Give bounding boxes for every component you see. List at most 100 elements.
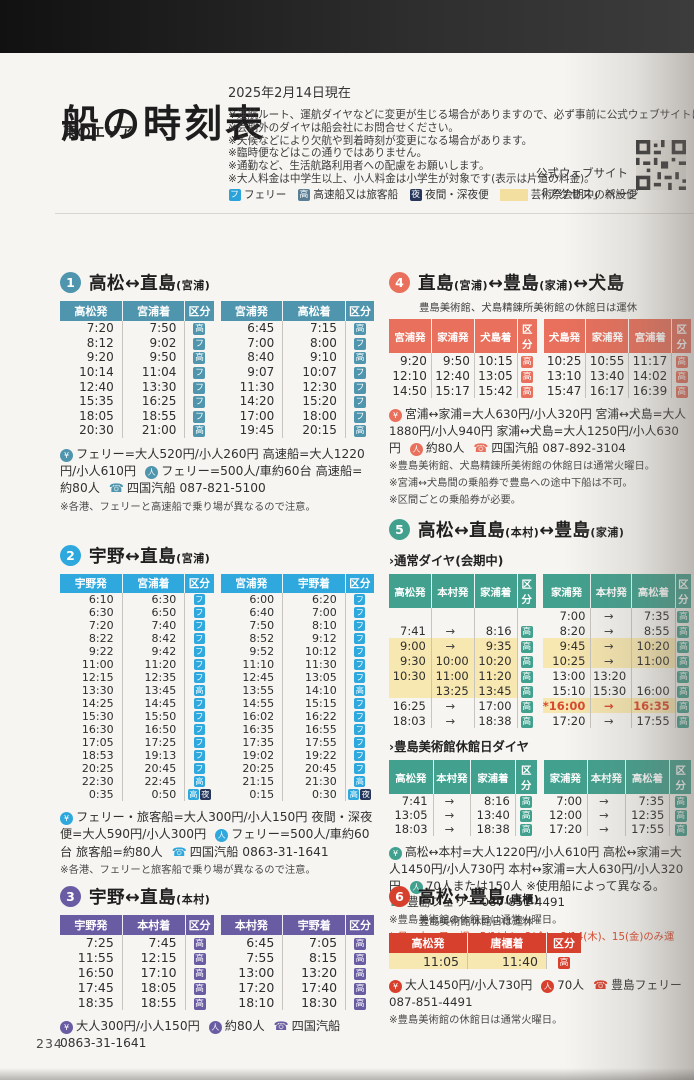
category-cell: フ <box>184 379 214 394</box>
column-header: 犬島発 <box>543 319 586 353</box>
time-cell: 11:04 <box>121 364 185 380</box>
time-cell: 14:02 <box>628 368 672 383</box>
time-cell: 9:30 <box>389 653 432 668</box>
time-cell: 16:00 <box>631 683 676 698</box>
time-cell: 7:40 <box>121 619 185 632</box>
time-cell: 19:22 <box>282 749 346 762</box>
category-cell: 高 <box>184 935 214 950</box>
highspeed-badge-icon: 高 <box>353 352 366 365</box>
timetable-row: 19:45 20:15 高 <box>221 423 374 438</box>
category-cell: 高夜 <box>184 788 214 801</box>
timetable: 高松発 宮浦着 区分 7:20 7:50 高 8:12 9:02 フ 9:20 9:50 高 10:14… <box>60 301 214 438</box>
highspeed-badge-icon: 高 <box>677 715 690 728</box>
night-badge-icon: 夜 <box>409 188 422 201</box>
highspeed-badge-icon: 高 <box>193 352 206 365</box>
time-cell: 11:55 <box>77 950 114 965</box>
highspeed-badge-icon: 高 <box>520 640 533 653</box>
highspeed-badge-icon: 高 <box>675 370 688 383</box>
time-cell: 12:00 <box>548 808 583 822</box>
time-cell: 7:55 <box>246 950 275 965</box>
time-cell: 7:41 <box>401 794 428 808</box>
time-cell: 17:05 <box>81 736 114 749</box>
website-line1: 公式ウェブサイト <box>536 166 628 180</box>
timetable-row: 21:15 21:30 高 <box>221 775 374 788</box>
time-cell: 18:03 <box>394 822 428 836</box>
time-cell: 6:50 <box>121 606 185 619</box>
timetable-row: 18:05 18:55 フ <box>60 408 214 424</box>
time-cell: 18:38 <box>470 822 516 836</box>
timetable-row: 9:22 9:42 フ <box>60 645 214 658</box>
timetable-section-5: 5高松↔直島(本村)↔豊島(家浦)通常ダイヤ(会期中)高松発本村発家浦着区分7:… <box>389 517 691 961</box>
title-segment: (本村) <box>176 893 211 906</box>
section-info: ¥ フェリー・旅客船=大人300円/小人150円 夜間・深夜便=大人590円/小人… <box>60 809 374 861</box>
timetable-row: 17:20 → 17:55 高 <box>543 713 691 728</box>
timetable-row: 14:50 15:17 15:42 高 <box>389 383 537 398</box>
time-cell: 15:10 <box>552 683 586 698</box>
photo-bottom-edge <box>0 1068 694 1080</box>
title-segment: 宇野↔直島 <box>89 547 177 567</box>
time-cell: 16:25 <box>121 393 185 409</box>
section-number-icon: 3 <box>60 886 81 907</box>
column-header: 宮浦着 <box>121 301 185 321</box>
header-note: ※大人料金は中学生以上、小人料金は小学生が対象です(表示は片道の料金)。 <box>228 172 595 185</box>
time-cell: 7:20 <box>88 619 114 632</box>
timetable-section-6: 6 高松↔豊島(唐櫃) 豊島美術館休館日は運休 高松発 唐櫃着 区分 11:05 11:40 高… <box>389 884 691 1028</box>
category-cell: フ <box>184 606 214 619</box>
section-number-icon: 4 <box>389 272 410 293</box>
capacity-icon: 人 <box>215 829 229 843</box>
section-title-row: 3 宇野↔直島(本村) <box>60 884 374 909</box>
time-cell: 11:00 <box>430 668 475 683</box>
time-cell: 6:00 <box>249 593 275 606</box>
timetable-row <box>389 608 536 623</box>
arrow-cell: → <box>590 653 632 668</box>
category-cell: フ <box>184 408 214 424</box>
section-title: 宇野↔直島(宮浦) <box>89 543 210 568</box>
time-cell: 18:55 <box>121 995 186 1010</box>
legend-label: 芸術祭会期中の新設便 <box>530 189 637 201</box>
info-text: 四国汽船 0863-31-1641 <box>189 844 329 859</box>
timetable-body: 6:45 7:15 高 7:00 8:00 フ 8:40 9:10 高 9:07 10:07 フ 11:… <box>221 321 374 438</box>
time-cell: *16:00 <box>542 698 591 713</box>
category-cell: フ <box>344 645 374 658</box>
highspeed-badge-icon: 高 <box>677 640 690 653</box>
time-cell: 8:52 <box>249 632 275 645</box>
time-cell: 7:15 <box>282 321 346 336</box>
time-cell: 11:30 <box>282 658 346 671</box>
timetable-head: 高松発 本村発 家浦着 区分 <box>389 760 537 794</box>
time-cell: 7:00 <box>247 335 275 350</box>
official-website-label: 公式ウェブサイト 「アクセス」ページ <box>536 163 639 205</box>
timetable: 高松発 本村発 家浦着 区分 7:41 → 8:16 高 13:05 → 13:40 高 18:03 → 1… <box>389 760 537 836</box>
timetable-row: 6:00 6:20 フ <box>221 593 374 606</box>
phone-icon: ☎ <box>273 1019 289 1033</box>
time-cell: 17:40 <box>282 980 346 995</box>
time-cell: 10:25 <box>542 653 591 668</box>
timetable-row: 13:30 13:45 高 <box>60 684 214 697</box>
info-segment: ☎ 四国汽船 087-892-3104 <box>473 441 625 455</box>
ferry-badge-icon: フ <box>193 750 205 761</box>
info-text: 大人1450円/小人730円 <box>405 978 533 992</box>
time-cell: 21:15 <box>242 775 275 788</box>
timetable-row: 16:25 → 17:00 高 <box>389 698 536 713</box>
time-cell: 18:53 <box>81 749 114 762</box>
column-header: 家浦着 <box>473 574 518 608</box>
highspeed-badge-icon: 高 <box>354 938 367 950</box>
time-cell: 16:02 <box>242 710 275 723</box>
time-cell: 18:38 <box>473 713 518 728</box>
timetable-row: 14:55 15:15 フ <box>221 697 374 710</box>
timetable-row: 18:03 → 18:38 高 <box>389 822 537 836</box>
title-segment: (本村) <box>505 526 540 539</box>
time-cell: 10:20 <box>631 638 676 653</box>
category-cell: 高 <box>345 965 374 980</box>
column-header: 家浦発 <box>542 574 591 608</box>
category-cell: 高 <box>674 623 691 638</box>
header-note: ※臨時便などはこの通りではありません。 <box>228 147 428 160</box>
timetable-row: 13:55 14:10 高 <box>221 684 374 697</box>
category-cell: 高 <box>516 383 537 398</box>
info-segment: 人約80人 <box>208 1019 265 1034</box>
tables-row: 高松発 唐櫃着 区分 11:05 11:40 高 <box>389 933 691 969</box>
column-header: 区分 <box>184 574 214 593</box>
header-note: ※通勤など、生活航路利用者への配慮をお願いします。 <box>228 160 490 173</box>
highspeed-badge-icon: 高 <box>348 789 360 800</box>
category-cell: 高 <box>671 383 691 398</box>
column-header: 本村発 <box>432 760 471 794</box>
